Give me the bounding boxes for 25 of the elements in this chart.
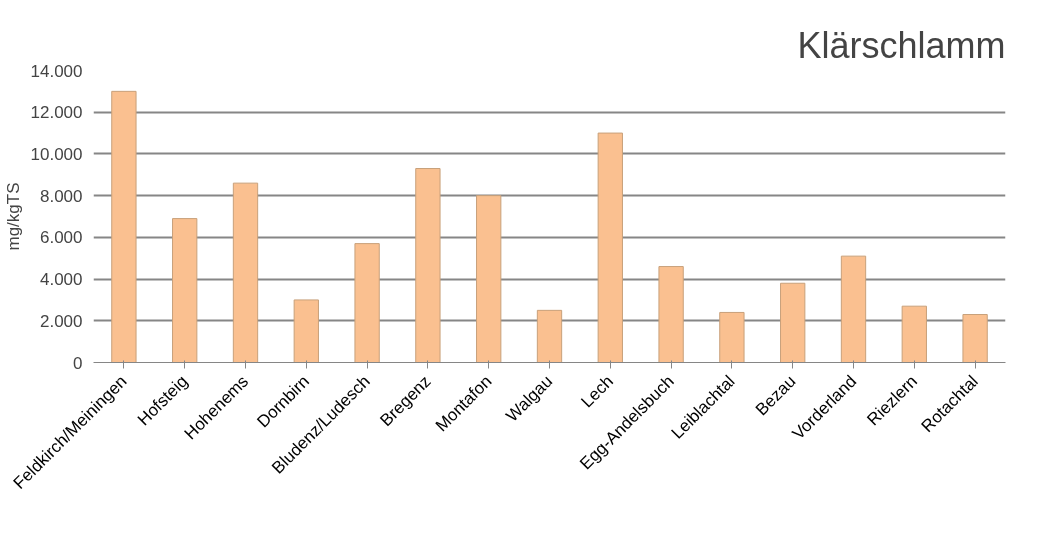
- y-tick-label: 6.000: [39, 228, 83, 248]
- y-tick-label: 14.000: [30, 61, 83, 81]
- bar: [354, 243, 380, 363]
- bar: [840, 255, 867, 363]
- bar: [901, 305, 927, 363]
- bar: [962, 314, 988, 363]
- y-tick-label: 8.000: [39, 186, 83, 206]
- bar: [536, 309, 563, 363]
- y-tick-label: 0: [73, 353, 83, 373]
- bar: [658, 266, 684, 363]
- y-tick-label: 12.000: [30, 103, 83, 123]
- bar: [476, 195, 502, 363]
- y-axis-title: mg/kgTS: [3, 182, 23, 251]
- bar: [111, 90, 137, 363]
- y-tick-label: 10.000: [30, 144, 83, 164]
- y-tick-label: 4.000: [39, 270, 83, 290]
- bar: [719, 311, 745, 363]
- bar: [415, 168, 441, 363]
- y-tick-label: 2.000: [39, 311, 83, 331]
- bar: [597, 132, 623, 363]
- bar: [293, 299, 319, 363]
- bar: [172, 218, 198, 363]
- chart-title: Klärschlamm: [797, 24, 1006, 66]
- bar: [780, 282, 806, 363]
- bar: [232, 182, 259, 363]
